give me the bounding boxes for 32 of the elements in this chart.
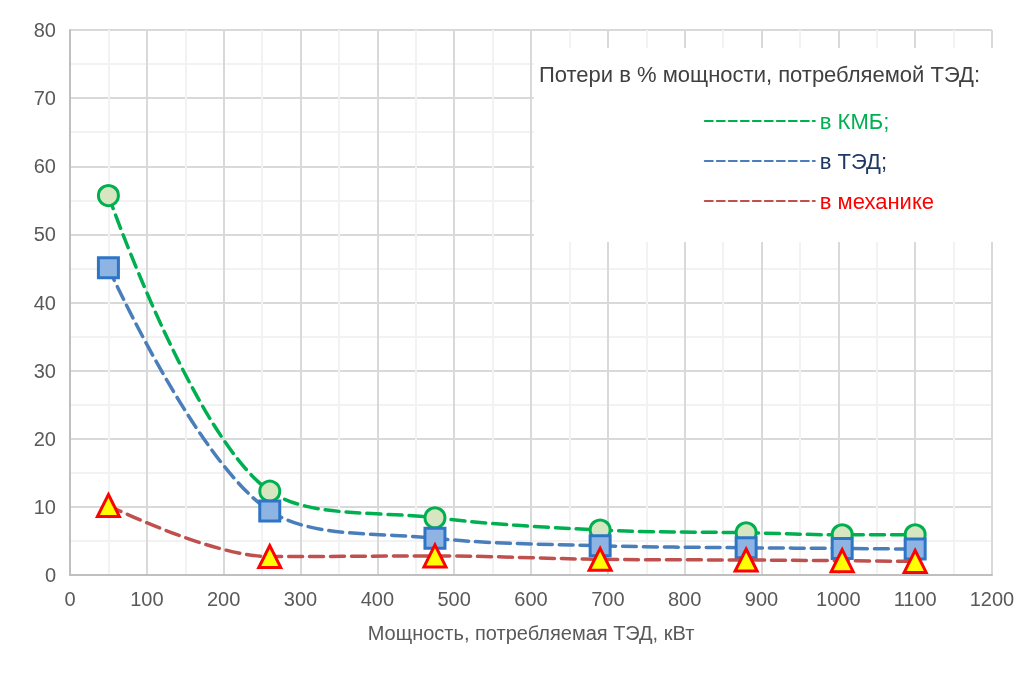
x-tick-label: 1000 xyxy=(816,588,861,610)
x-tick-label: 1200 xyxy=(969,588,1015,610)
x-tick-label: 100 xyxy=(130,588,164,610)
x-tick-label: 500 xyxy=(437,588,471,610)
x-tick-label: 400 xyxy=(360,588,395,610)
y-tick-label: 60 xyxy=(33,155,56,178)
legend-label: в ТЭД; xyxy=(819,148,888,174)
x-tick-label: 700 xyxy=(591,588,625,610)
x-tick-label: 600 xyxy=(514,588,548,610)
legend-title: Потери в % мощности, потребляемой ТЭД: xyxy=(538,61,980,87)
y-tick-label: 80 xyxy=(33,19,56,41)
x-axis-title: Мощность, потребляемая ТЭД, кВт xyxy=(367,622,695,644)
y-tick-label: 10 xyxy=(33,495,56,518)
point xyxy=(423,506,447,530)
x-tick-label: 1100 xyxy=(893,588,937,610)
x-tick-label: 800 xyxy=(667,588,702,610)
x-tick-label: 900 xyxy=(744,588,779,610)
y-tick-label: 50 xyxy=(33,223,56,246)
point xyxy=(258,499,282,523)
y-tick-label: 40 xyxy=(33,291,56,314)
y-tick-label: 0 xyxy=(44,564,56,586)
legend-label: в КМБ; xyxy=(819,108,890,134)
legend-label: в механике xyxy=(819,188,935,214)
point xyxy=(96,256,120,280)
point xyxy=(423,526,447,550)
point xyxy=(96,184,120,208)
y-tick-label: 70 xyxy=(33,87,56,110)
x-tick-label: 0 xyxy=(64,588,76,610)
x-tick-label: 200 xyxy=(206,588,241,610)
y-tick-label: 20 xyxy=(33,427,56,450)
x-tick-label: 300 xyxy=(283,588,318,610)
y-tick-label: 30 xyxy=(33,359,56,382)
